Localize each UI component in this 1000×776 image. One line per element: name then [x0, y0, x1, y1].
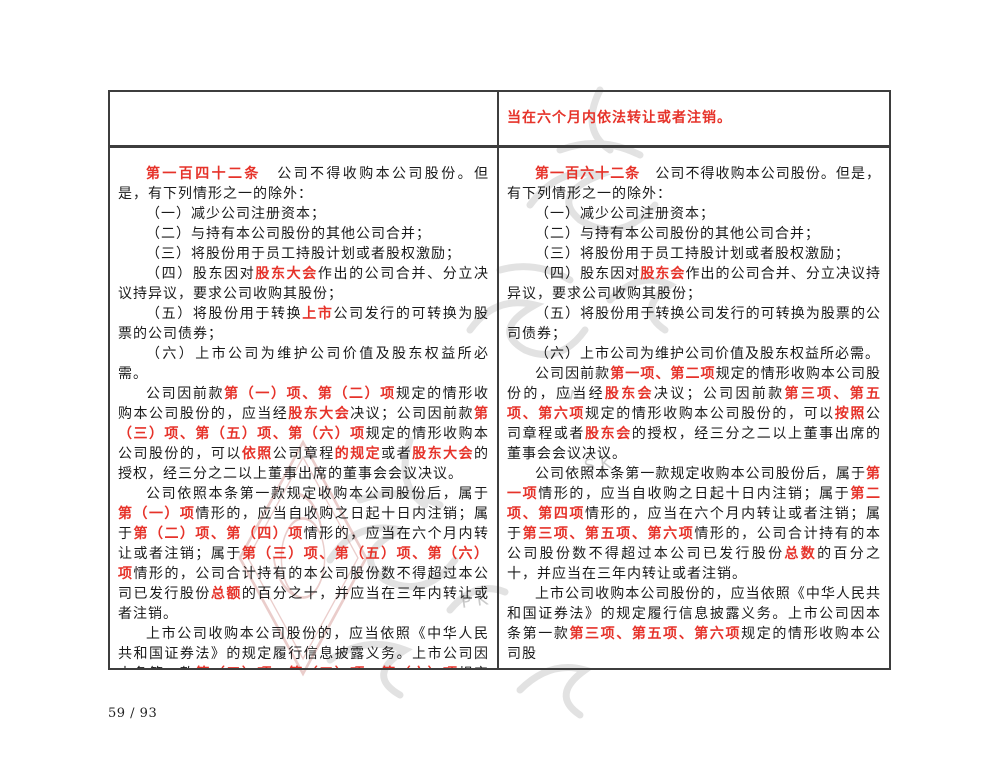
table-row: 当在六个月内依法转让或者注销。 — [110, 92, 889, 148]
revision-highlight: 股东大会 — [288, 406, 351, 422]
revision-highlight: 第一项、第二项 — [610, 366, 716, 382]
text-run: 情形的，应当在六个月内转让或者注销；属于 — [507, 506, 882, 542]
text-run: 公司发行的可转换为股票的公司债券； — [118, 306, 490, 342]
cell-new-version-row1: 当在六个月内依法转让或者注销。 — [497, 92, 889, 145]
paragraph: 第一百六十二条 公司不得收购本公司股份。但是，有下列情形之一的除外： — [507, 164, 881, 204]
revision-highlight: 股东大会 — [412, 446, 475, 462]
text-run: 公司依照本条第一款规定收购本公司股份后，属于 — [535, 466, 866, 482]
text-run: 情形的，应当自收购之日起十日内注销；属于 — [118, 506, 490, 542]
cell-old-version-row1 — [110, 92, 497, 145]
paragraph: 公司因前款第（一）项、第（二）项规定的情形收购本公司股份的，应当经股东大会决议；… — [118, 384, 489, 484]
revision-highlight: 第（二）项、第（四）项 — [133, 526, 304, 542]
text-run: 的授权，经三分之二以上董事出席的董事会会议决议。 — [507, 426, 882, 462]
text-run: 规定的情形收购本公司股份的，可以 — [118, 426, 490, 462]
text-run: 或者 — [381, 446, 413, 462]
revision-highlight: 按照 — [834, 406, 867, 422]
text-run: 情形的，应当在六个月内转让或者注销；属于 — [118, 526, 490, 562]
paragraph: （六）上市公司为维护公司价值及股东权益所必需。 — [118, 344, 489, 384]
paragraph: （二）与持有本公司股份的其他公司合并； — [507, 224, 881, 244]
text-run: （四）股东因对 — [146, 266, 256, 282]
text-run: 上市公司收购本公司股份的，应当依照《中华人民共和国证券法》的规定履行信息披露义务… — [118, 626, 489, 668]
text-run: 作出的公司合并、分立决议持异议，要求公司收购其股份； — [118, 266, 490, 302]
revision-highlight: 第一百四十二条 — [146, 166, 261, 182]
text-run: 公司依照本条第一款规定收购本公司股份后，属于 — [146, 486, 489, 502]
revision-highlight: 股东会 — [604, 386, 654, 402]
text-run: 规定的情形收购本公司股份的，可以 — [585, 406, 835, 422]
text-run: 的授权，经三分之二以上董事出席的董事会会议决议。 — [118, 446, 490, 482]
cell-old-version-article-142: 第一百四十二条 公司不得收购本公司股份。但是，有下列情形之一的除外： （一）减少公… — [110, 148, 497, 668]
revision-highlight: 依照 — [241, 446, 273, 462]
revision-highlight: 股东会 — [640, 266, 686, 282]
paragraph: 上市公司收购本公司股份的，应当依照《中华人民共和国证券法》的规定履行信息披露义务… — [507, 584, 881, 664]
inserted-clause-text: 当在六个月内依法转让或者注销。 — [507, 110, 732, 126]
paragraph: 第一百四十二条 公司不得收购本公司股份。但是，有下列情形之一的除外： — [118, 164, 489, 204]
revision-highlight: 总额 — [210, 586, 242, 602]
paragraph: （三）将股份用于员工持股计划或者股权激励； — [118, 244, 489, 264]
revision-highlight: 第二项、第四项 — [507, 486, 882, 522]
revision-highlight: 股东会 — [585, 426, 632, 442]
paragraph: （四）股东因对股东会作出的公司合并、分立决议持异议，要求公司收购其股份； — [507, 264, 881, 304]
text-run: （六）上市公司为维护公司价值及股东权益所必需。 — [535, 346, 880, 362]
paragraph: （四）股东因对股东大会作出的公司合并、分立决议持异议，要求公司收购其股份； — [118, 264, 489, 304]
revision-highlight: 第一项 — [507, 466, 881, 502]
paragraph: 公司因前款第一项、第二项规定的情形收购本公司股份的，应当经股东会决议；公司因前款… — [507, 364, 881, 464]
text-run: （二）与持有本公司股份的其他公司合并； — [146, 226, 431, 242]
table-row: 第一百四十二条 公司不得收购本公司股份。但是，有下列情形之一的除外： （一）减少公… — [110, 148, 889, 668]
paragraph: （五）将股份用于转换上市公司发行的可转换为股票的公司债券； — [118, 304, 489, 344]
paragraph: 上市公司收购本公司股份的，应当依照《中华人民共和国证券法》的规定履行信息披露义务… — [118, 624, 489, 668]
text-run: 的百分之十，并应当在三年内转让或者注销。 — [118, 586, 490, 622]
text-run: 的百分之十，并应当在三年内转让或者注销。 — [507, 546, 882, 582]
revision-highlight: 第（一）项、第（二）项 — [224, 386, 396, 402]
text-run: （三）将股份用于员工持股计划或者股权激励； — [535, 246, 850, 262]
revision-highlight: 第（三）项、第（五）项、第（六）项 — [195, 666, 458, 668]
text-run: （一）减少公司注册资本； — [146, 206, 326, 222]
text-run: 决议；公司因前款 — [653, 386, 785, 402]
text-run: 公司章程或者 — [507, 406, 882, 442]
cell-new-version-article-162: 第一百六十二条 公司不得收购本公司股份。但是，有下列情形之一的除外： （一）减少公… — [497, 148, 889, 668]
page-number: 59 / 93 — [108, 706, 158, 721]
text-run: 公司因前款 — [146, 386, 225, 402]
paragraph: （六）上市公司为维护公司价值及股东权益所必需。 — [507, 344, 881, 364]
paragraph: 公司依照本条第一款规定收购本公司股份后，属于第（一）项情形的，应当自收购之日起十… — [118, 484, 489, 624]
revision-highlight: 股东大会 — [255, 266, 318, 282]
text-run: 作出的公司合并、分立决议持异议，要求公司收购其股份； — [507, 266, 882, 302]
revision-highlight: 第三项、第五项、第六项 — [507, 386, 882, 422]
text-run: （六）上市公司为维护公司价值及股东权益所必需。 — [118, 346, 489, 382]
revision-highlight: 上市 — [302, 306, 334, 322]
paragraph: （一）减少公司注册资本； — [118, 204, 489, 224]
paragraph: （一）减少公司注册资本； — [507, 204, 881, 224]
text-run: （一）减少公司注册资本； — [535, 206, 715, 222]
revision-highlight: 总数 — [784, 546, 818, 562]
text-run: 上市公司收购本公司股份的，应当依照《中华人民共和国证券法》的规定履行信息披露义务… — [507, 586, 881, 642]
revision-highlight: 第（三）项、第（五）项、第（六）项 — [118, 406, 490, 442]
text-run: （四）股东因对 — [535, 266, 641, 282]
text-run: 公司不得收购本公司股份。但是，有下列情形之一的除外： — [507, 166, 882, 202]
text-run: 公司章程 — [272, 446, 335, 462]
revision-highlight: 第一百六十二条 — [535, 166, 641, 182]
text-run: （五）将股份用于转换 — [146, 306, 303, 322]
text-run: （三）将股份用于员工持股计划或者股权激励； — [146, 246, 461, 262]
text-run: 公司不得收购本公司股份。但是，有下列情形之一的除外： — [118, 166, 490, 202]
text-run: 情形的，公司合计持有的本公司股份数不得超过本公司已发行股份 — [507, 526, 882, 562]
text-run: 规定的情形收购本公司股份的，应当经 — [507, 366, 882, 402]
text-run: 规定的情形 — [118, 666, 489, 668]
text-run: （二）与持有本公司股份的其他公司合并； — [535, 226, 820, 242]
text-run: 规定的情形收购本公司股份的，应当经 — [118, 386, 490, 422]
text-run: （五）将股份用于转换公司发行的可转换为股票的公司债券； — [507, 306, 881, 342]
paragraph: （三）将股份用于员工持股计划或者股权激励； — [507, 244, 881, 264]
paragraph: （五）将股份用于转换公司发行的可转换为股票的公司债券； — [507, 304, 881, 344]
paragraph: （二）与持有本公司股份的其他公司合并； — [118, 224, 489, 244]
text-run: 决议；公司因前款 — [350, 406, 475, 422]
revision-highlight: 第三项、第五项、第六项 — [569, 626, 742, 642]
law-comparison-table: 当在六个月内依法转让或者注销。 第一百四十二条 公司不得收购本公司股份。但是，有… — [108, 90, 891, 670]
text-run: 情形的，应当自收购之日起十日内注销；属于 — [538, 486, 851, 502]
text-run: 情形的，公司合计持有的本公司股份数不得超过本公司已发行股份 — [118, 566, 490, 602]
text-run: 规定的情形收购本公司股 — [507, 626, 882, 662]
revision-highlight: 第（三）项、第（五）项、第（六）项 — [118, 546, 490, 582]
paragraph: 公司依照本条第一款规定收购本公司股份后，属于第一项情形的，应当自收购之日起十日内… — [507, 464, 881, 584]
revision-highlight: 的规定 — [334, 446, 382, 462]
revision-highlight: 第三项、第五项、第六项 — [522, 526, 695, 542]
revision-highlight: 第（一）项 — [118, 506, 196, 522]
text-run: 公司因前款 — [535, 366, 611, 382]
